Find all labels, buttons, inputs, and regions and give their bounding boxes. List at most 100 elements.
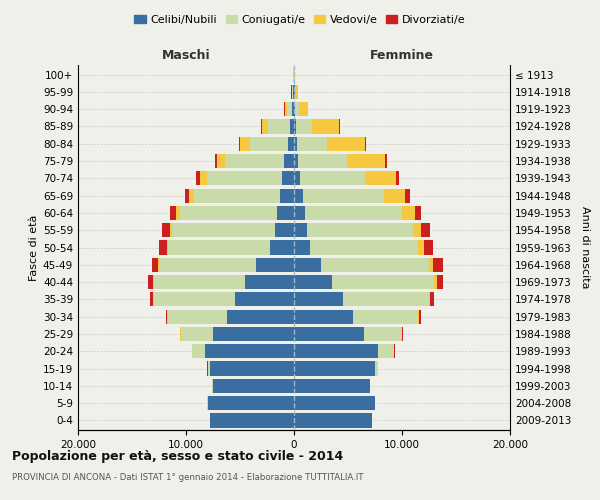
Bar: [170, 206, 176, 220]
Bar: [294, 171, 301, 186]
Bar: [158, 258, 159, 272]
Bar: [294, 414, 372, 428]
Bar: [210, 414, 294, 428]
Bar: [294, 275, 332, 289]
Bar: [297, 136, 328, 151]
Bar: [159, 258, 256, 272]
Y-axis label: Anni di nascita: Anni di nascita: [580, 206, 590, 289]
Y-axis label: Fasce di età: Fasce di età: [29, 214, 39, 280]
Bar: [395, 171, 399, 186]
Bar: [295, 84, 298, 99]
Bar: [181, 327, 213, 341]
Bar: [225, 154, 284, 168]
Bar: [159, 240, 167, 254]
Bar: [270, 240, 294, 254]
Bar: [256, 258, 294, 272]
Bar: [287, 136, 294, 151]
Bar: [280, 188, 294, 202]
Bar: [321, 258, 429, 272]
Bar: [294, 102, 295, 116]
Bar: [298, 154, 347, 168]
Bar: [294, 292, 343, 306]
Bar: [215, 154, 217, 168]
Bar: [310, 240, 418, 254]
Text: PROVINCIA DI ANCONA - Dati ISTAT 1° gennaio 2014 - Elaborazione TUTTITALIA.IT: PROVINCIA DI ANCONA - Dati ISTAT 1° genn…: [12, 472, 364, 482]
Bar: [364, 327, 402, 341]
Bar: [302, 188, 383, 202]
Bar: [208, 396, 294, 410]
Bar: [290, 120, 294, 134]
Bar: [307, 223, 413, 238]
Bar: [213, 379, 294, 393]
Bar: [152, 258, 158, 272]
Bar: [353, 310, 418, 324]
Bar: [275, 223, 294, 238]
Bar: [313, 120, 340, 134]
Bar: [240, 136, 250, 151]
Bar: [419, 310, 421, 324]
Bar: [413, 223, 421, 238]
Bar: [213, 327, 294, 341]
Bar: [294, 240, 310, 254]
Bar: [415, 206, 421, 220]
Bar: [405, 188, 410, 202]
Bar: [250, 136, 287, 151]
Text: Maschi: Maschi: [161, 50, 211, 62]
Bar: [294, 120, 296, 134]
Bar: [294, 362, 375, 376]
Bar: [176, 206, 179, 220]
Bar: [206, 171, 282, 186]
Bar: [295, 102, 299, 116]
Bar: [378, 344, 394, 358]
Bar: [293, 84, 294, 99]
Bar: [296, 120, 313, 134]
Bar: [167, 310, 227, 324]
Bar: [235, 292, 294, 306]
Bar: [154, 292, 235, 306]
Bar: [385, 154, 387, 168]
Bar: [294, 154, 298, 168]
Bar: [418, 240, 424, 254]
Bar: [365, 136, 366, 151]
Bar: [294, 136, 297, 151]
Bar: [185, 188, 189, 202]
Bar: [402, 327, 403, 341]
Bar: [148, 275, 153, 289]
Bar: [294, 223, 307, 238]
Bar: [424, 240, 433, 254]
Bar: [421, 223, 430, 238]
Bar: [292, 102, 294, 116]
Bar: [179, 206, 277, 220]
Bar: [153, 275, 154, 289]
Bar: [292, 84, 293, 99]
Bar: [208, 362, 210, 376]
Bar: [262, 120, 268, 134]
Bar: [402, 206, 415, 220]
Bar: [217, 154, 225, 168]
Bar: [170, 223, 172, 238]
Bar: [375, 362, 378, 376]
Bar: [383, 188, 405, 202]
Text: Femmine: Femmine: [370, 50, 434, 62]
Bar: [239, 136, 240, 151]
Bar: [162, 223, 170, 238]
Bar: [365, 171, 395, 186]
Bar: [294, 344, 378, 358]
Bar: [194, 188, 280, 202]
Bar: [282, 171, 294, 186]
Bar: [433, 258, 443, 272]
Bar: [301, 171, 365, 186]
Bar: [294, 379, 370, 393]
Bar: [294, 258, 321, 272]
Bar: [284, 154, 294, 168]
Bar: [179, 327, 181, 341]
Bar: [299, 102, 308, 116]
Bar: [166, 310, 167, 324]
Bar: [205, 344, 294, 358]
Bar: [294, 188, 302, 202]
Legend: Celibi/Nubili, Coniugati/e, Vedovi/e, Divorziati/e: Celibi/Nubili, Coniugati/e, Vedovi/e, Di…: [130, 10, 470, 29]
Bar: [287, 102, 292, 116]
Bar: [430, 292, 434, 306]
Bar: [294, 396, 375, 410]
Bar: [429, 258, 433, 272]
